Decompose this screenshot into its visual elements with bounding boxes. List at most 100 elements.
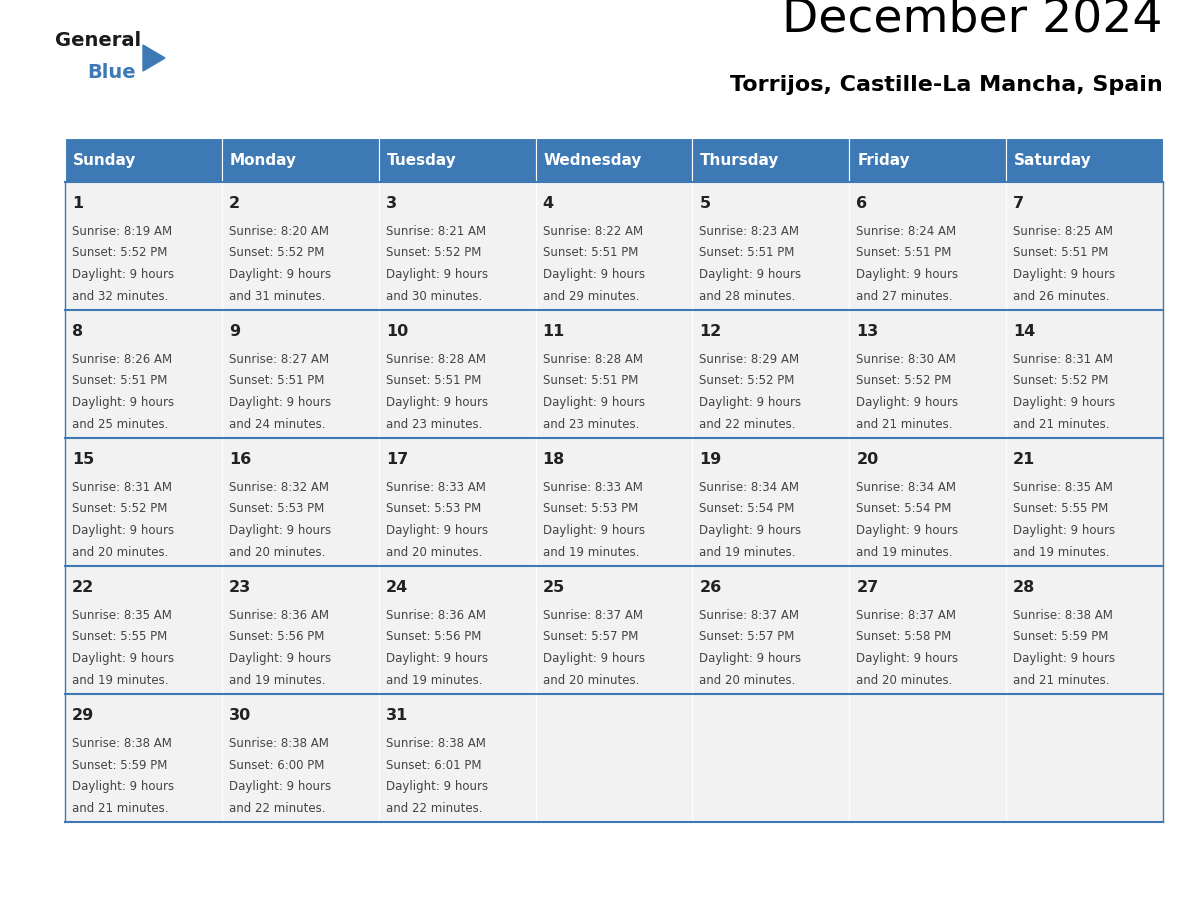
Text: 15: 15	[72, 452, 94, 467]
Bar	[849, 694, 1006, 822]
Text: and 31 minutes.: and 31 minutes.	[229, 289, 326, 303]
Text: Daylight: 9 hours: Daylight: 9 hours	[543, 268, 645, 281]
Text: 4: 4	[543, 196, 554, 211]
Text: Sunrise: 8:25 AM: Sunrise: 8:25 AM	[1013, 225, 1113, 238]
Text: 17: 17	[386, 452, 407, 467]
Text: 19: 19	[700, 452, 722, 467]
Text: Daylight: 9 hours: Daylight: 9 hours	[72, 652, 175, 665]
Text: Daylight: 9 hours: Daylight: 9 hours	[229, 780, 331, 793]
Text: Sunset: 5:57 PM: Sunset: 5:57 PM	[700, 631, 795, 644]
Text: Sunrise: 8:23 AM: Sunrise: 8:23 AM	[700, 225, 800, 238]
Text: Sunrise: 8:38 AM: Sunrise: 8:38 AM	[72, 737, 172, 750]
Bar	[222, 138, 379, 182]
Text: and 21 minutes.: and 21 minutes.	[1013, 418, 1110, 431]
Text: Sunset: 5:53 PM: Sunset: 5:53 PM	[543, 502, 638, 516]
Bar	[65, 138, 222, 182]
Text: Daylight: 9 hours: Daylight: 9 hours	[72, 396, 175, 409]
Text: Sunset: 5:54 PM: Sunset: 5:54 PM	[700, 502, 795, 516]
Bar	[379, 694, 536, 822]
Text: 20: 20	[857, 452, 879, 467]
Bar	[65, 566, 222, 694]
Text: Sunset: 5:52 PM: Sunset: 5:52 PM	[700, 375, 795, 387]
Text: 25: 25	[543, 580, 564, 595]
Text: Sunrise: 8:37 AM: Sunrise: 8:37 AM	[700, 609, 800, 622]
Bar	[849, 438, 1006, 566]
Text: Sunset: 6:00 PM: Sunset: 6:00 PM	[229, 758, 324, 771]
Text: Sunrise: 8:28 AM: Sunrise: 8:28 AM	[386, 353, 486, 366]
Text: and 27 minutes.: and 27 minutes.	[857, 289, 953, 303]
Text: and 32 minutes.: and 32 minutes.	[72, 289, 169, 303]
Text: and 20 minutes.: and 20 minutes.	[386, 545, 482, 558]
Text: 13: 13	[857, 324, 879, 339]
Text: Sunrise: 8:31 AM: Sunrise: 8:31 AM	[72, 481, 172, 494]
Text: Sunset: 5:51 PM: Sunset: 5:51 PM	[1013, 247, 1108, 260]
Text: and 19 minutes.: and 19 minutes.	[386, 674, 482, 687]
Text: Sunset: 5:51 PM: Sunset: 5:51 PM	[229, 375, 324, 387]
Text: Sunrise: 8:37 AM: Sunrise: 8:37 AM	[543, 609, 643, 622]
Text: Daylight: 9 hours: Daylight: 9 hours	[229, 524, 331, 537]
Text: Sunrise: 8:33 AM: Sunrise: 8:33 AM	[543, 481, 643, 494]
Text: Sunset: 5:58 PM: Sunset: 5:58 PM	[857, 631, 952, 644]
Text: Wednesday: Wednesday	[543, 152, 642, 167]
Text: 27: 27	[857, 580, 879, 595]
Text: and 19 minutes.: and 19 minutes.	[543, 545, 639, 558]
Text: Sunset: 5:51 PM: Sunset: 5:51 PM	[386, 375, 481, 387]
Bar	[222, 438, 379, 566]
Text: Sunrise: 8:28 AM: Sunrise: 8:28 AM	[543, 353, 643, 366]
Text: Daylight: 9 hours: Daylight: 9 hours	[1013, 524, 1116, 537]
Text: Daylight: 9 hours: Daylight: 9 hours	[386, 524, 488, 537]
Text: and 24 minutes.: and 24 minutes.	[229, 418, 326, 431]
Bar	[379, 438, 536, 566]
Text: and 19 minutes.: and 19 minutes.	[700, 545, 796, 558]
Text: Daylight: 9 hours: Daylight: 9 hours	[700, 396, 802, 409]
Text: and 19 minutes.: and 19 minutes.	[1013, 545, 1110, 558]
Bar	[693, 694, 849, 822]
Text: Daylight: 9 hours: Daylight: 9 hours	[700, 652, 802, 665]
Text: Sunday: Sunday	[72, 152, 137, 167]
Text: Daylight: 9 hours: Daylight: 9 hours	[857, 268, 959, 281]
Text: Daylight: 9 hours: Daylight: 9 hours	[386, 268, 488, 281]
Bar	[65, 438, 222, 566]
Text: Daylight: 9 hours: Daylight: 9 hours	[1013, 652, 1116, 665]
Text: Sunset: 5:52 PM: Sunset: 5:52 PM	[857, 375, 952, 387]
Text: Daylight: 9 hours: Daylight: 9 hours	[700, 268, 802, 281]
Text: 12: 12	[700, 324, 722, 339]
Bar	[379, 310, 536, 438]
Text: and 20 minutes.: and 20 minutes.	[543, 674, 639, 687]
Text: Sunset: 5:57 PM: Sunset: 5:57 PM	[543, 631, 638, 644]
Text: Daylight: 9 hours: Daylight: 9 hours	[857, 652, 959, 665]
Text: Daylight: 9 hours: Daylight: 9 hours	[543, 396, 645, 409]
Text: and 26 minutes.: and 26 minutes.	[1013, 289, 1110, 303]
Text: and 20 minutes.: and 20 minutes.	[700, 674, 796, 687]
Bar	[536, 138, 693, 182]
Text: Daylight: 9 hours: Daylight: 9 hours	[229, 652, 331, 665]
Text: and 28 minutes.: and 28 minutes.	[700, 289, 796, 303]
Text: 2: 2	[229, 196, 240, 211]
Text: Daylight: 9 hours: Daylight: 9 hours	[72, 268, 175, 281]
Text: Sunrise: 8:38 AM: Sunrise: 8:38 AM	[229, 737, 329, 750]
Text: Sunset: 5:52 PM: Sunset: 5:52 PM	[72, 247, 168, 260]
Text: and 21 minutes.: and 21 minutes.	[1013, 674, 1110, 687]
Text: and 22 minutes.: and 22 minutes.	[700, 418, 796, 431]
Bar	[379, 566, 536, 694]
Text: 18: 18	[543, 452, 564, 467]
Text: Sunrise: 8:37 AM: Sunrise: 8:37 AM	[857, 609, 956, 622]
Text: Daylight: 9 hours: Daylight: 9 hours	[543, 652, 645, 665]
Bar	[849, 182, 1006, 310]
Text: 5: 5	[700, 196, 710, 211]
Bar	[65, 182, 222, 310]
Bar	[65, 694, 222, 822]
Text: and 22 minutes.: and 22 minutes.	[386, 801, 482, 814]
Text: Sunrise: 8:30 AM: Sunrise: 8:30 AM	[857, 353, 956, 366]
Bar	[693, 138, 849, 182]
Text: Monday: Monday	[229, 152, 297, 167]
Text: 8: 8	[72, 324, 83, 339]
Bar	[1006, 182, 1163, 310]
Text: 14: 14	[1013, 324, 1036, 339]
Text: Sunrise: 8:19 AM: Sunrise: 8:19 AM	[72, 225, 172, 238]
Text: Sunset: 5:51 PM: Sunset: 5:51 PM	[543, 375, 638, 387]
Text: Sunrise: 8:38 AM: Sunrise: 8:38 AM	[386, 737, 486, 750]
Text: Sunset: 5:51 PM: Sunset: 5:51 PM	[543, 247, 638, 260]
Text: and 19 minutes.: and 19 minutes.	[72, 674, 169, 687]
Text: 31: 31	[386, 708, 407, 723]
